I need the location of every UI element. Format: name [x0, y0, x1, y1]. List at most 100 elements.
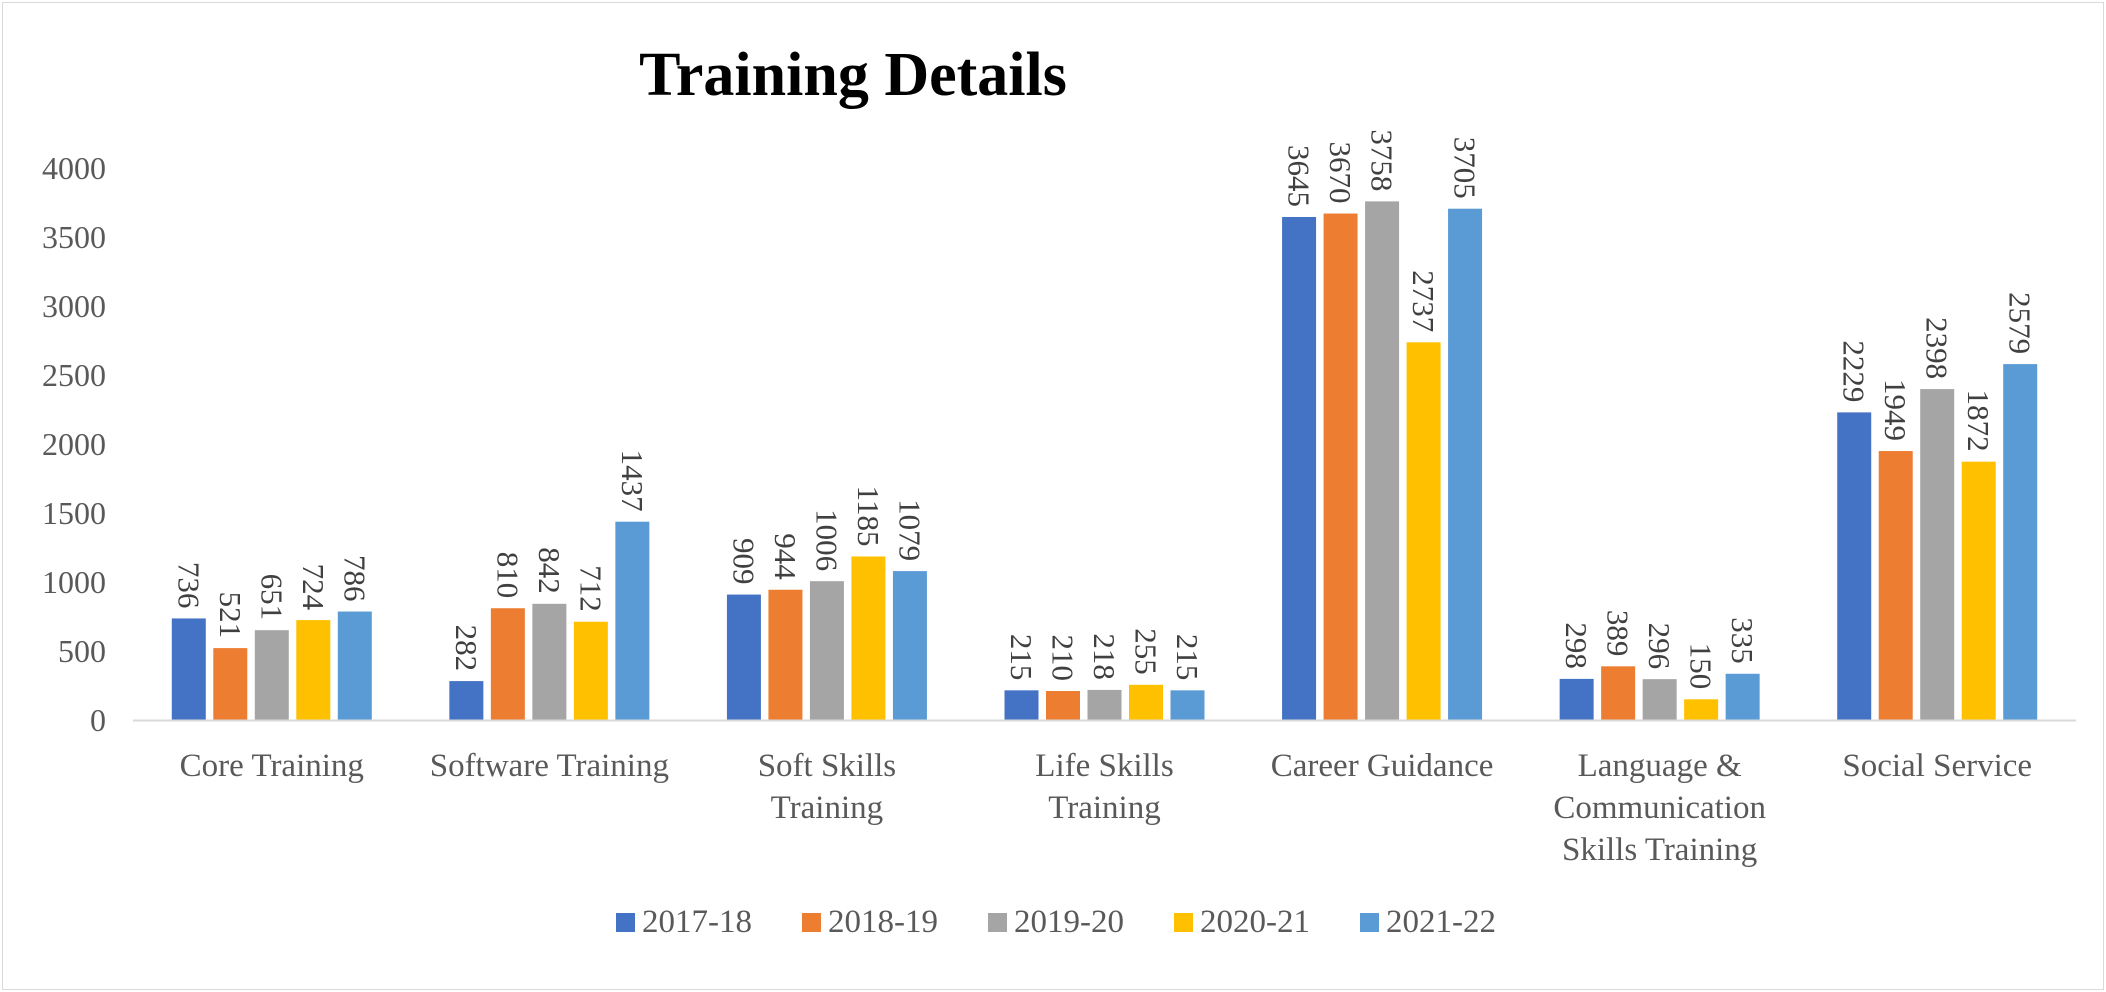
bar	[1920, 389, 1955, 720]
data-label: 724	[296, 564, 331, 611]
data-label: 2398	[1920, 317, 1955, 379]
data-label: 810	[490, 552, 525, 599]
bar	[809, 581, 844, 720]
data-label: 842	[532, 547, 567, 594]
data-label: 298	[1559, 622, 1594, 669]
bar	[851, 556, 886, 720]
data-label: 215	[1170, 634, 1205, 681]
data-label: 1185	[851, 486, 886, 547]
bar	[573, 621, 608, 720]
bar	[1961, 461, 1996, 720]
legend-label: 2019-20	[1014, 904, 1124, 940]
y-tick-label: 1000	[42, 564, 106, 600]
data-label: 786	[337, 555, 372, 602]
data-label: 909	[726, 538, 761, 585]
y-tick-label: 0	[90, 702, 106, 738]
y-tick-label: 4000	[42, 150, 106, 186]
y-axis: 0 500 1000 1500 2000 2500 3000 3500 4000	[42, 150, 106, 738]
data-label: 944	[768, 533, 803, 580]
data-label: 1079	[892, 499, 927, 561]
bar	[213, 648, 248, 720]
x-tick-label: Life Skills Training	[1035, 748, 1173, 826]
bar	[1046, 691, 1080, 720]
bar	[449, 681, 484, 720]
legend: 2017-18 2018-19 2019-20 2020-21 2021-22	[616, 904, 1496, 940]
bar	[337, 611, 372, 720]
data-label: 2579	[2003, 292, 2038, 354]
bar	[532, 603, 567, 720]
y-tick-label: 1500	[42, 495, 106, 531]
data-label: 521	[213, 592, 248, 639]
legend-swatch	[988, 913, 1007, 932]
data-label: 651	[254, 574, 289, 621]
data-label: 255	[1129, 628, 1164, 675]
data-label: 3670	[1323, 142, 1358, 204]
data-label: 736	[171, 562, 206, 609]
data-label: 296	[1642, 623, 1677, 670]
y-tick-label: 3500	[42, 219, 106, 255]
data-label: 2737	[1406, 270, 1441, 332]
bar	[768, 589, 803, 720]
data-label: 150	[1684, 643, 1719, 690]
bar	[1448, 208, 1483, 720]
legend-label: 2020-21	[1200, 904, 1310, 940]
chart-title: Training Details	[639, 41, 1067, 109]
bar	[2003, 364, 2038, 720]
data-label: 1006	[809, 509, 844, 571]
bar	[1323, 213, 1358, 721]
bar	[296, 620, 331, 720]
data-label: 335	[1725, 617, 1760, 664]
data-label: 3645	[1282, 145, 1317, 207]
data-label: 1437	[615, 450, 650, 512]
bar	[1004, 690, 1039, 720]
x-tick-label: Soft Skills Training	[758, 748, 896, 826]
data-label: 3705	[1448, 137, 1483, 199]
x-tick-label: Language & Communication Skills Training	[1553, 748, 1766, 868]
bar	[726, 594, 761, 720]
bar	[1725, 673, 1760, 720]
data-label: 210	[1046, 635, 1081, 682]
y-tick-label: 2500	[42, 357, 106, 393]
bar	[615, 521, 650, 720]
data-label: 215	[1004, 634, 1039, 681]
legend-label: 2021-22	[1386, 904, 1496, 940]
bar	[1559, 678, 1594, 720]
legend-swatch	[1174, 913, 1193, 932]
bar	[490, 608, 525, 720]
x-tick-label: Core Training	[180, 748, 364, 784]
bar	[254, 630, 289, 720]
legend-label: 2017-18	[642, 904, 752, 940]
bar	[171, 618, 206, 720]
bar	[1642, 679, 1677, 720]
x-tick-label: Software Training	[430, 748, 669, 784]
legend-label: 2018-19	[828, 904, 938, 940]
legend-swatch	[1360, 913, 1379, 932]
bar	[1601, 666, 1636, 720]
data-label: 282	[449, 625, 484, 672]
bar	[1837, 412, 1872, 720]
bar	[1087, 689, 1122, 720]
bar	[1129, 684, 1163, 720]
y-tick-label: 3000	[42, 288, 106, 324]
bar	[1878, 451, 1913, 720]
bar	[1170, 690, 1205, 720]
x-axis: Core Training Software Training Soft Skill…	[133, 719, 2076, 868]
x-tick-label: Social Service	[1842, 748, 2032, 784]
bar-chart: Training Details 0 500 1000 1500 2000 2500 300…	[42, 41, 2076, 940]
data-label: 3758	[1365, 129, 1400, 191]
legend-swatch	[616, 913, 635, 932]
data-label: 389	[1601, 610, 1636, 657]
bar	[1684, 699, 1719, 720]
data-label: 2229	[1837, 340, 1872, 402]
data-label: 1949	[1878, 379, 1913, 441]
bar	[892, 571, 927, 720]
data-label: 218	[1087, 633, 1122, 680]
bar	[1282, 216, 1317, 721]
legend-swatch	[802, 913, 821, 932]
y-tick-label: 500	[58, 633, 106, 669]
bars	[171, 201, 2038, 721]
data-label: 1872	[1961, 390, 1996, 452]
data-label: 712	[573, 565, 608, 612]
